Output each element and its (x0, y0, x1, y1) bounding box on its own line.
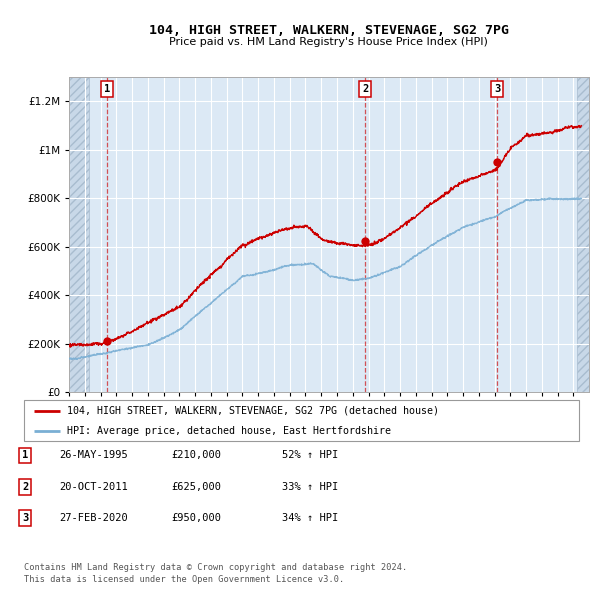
Text: 20-OCT-2011: 20-OCT-2011 (59, 482, 128, 491)
Text: 34% ↑ HPI: 34% ↑ HPI (282, 513, 338, 523)
Text: 33% ↑ HPI: 33% ↑ HPI (282, 482, 338, 491)
Text: 2: 2 (22, 482, 28, 491)
Text: HPI: Average price, detached house, East Hertfordshire: HPI: Average price, detached house, East… (67, 425, 391, 435)
Text: 104, HIGH STREET, WALKERN, STEVENAGE, SG2 7PG: 104, HIGH STREET, WALKERN, STEVENAGE, SG… (149, 24, 509, 37)
Text: 3: 3 (22, 513, 28, 523)
Text: 27-FEB-2020: 27-FEB-2020 (59, 513, 128, 523)
Text: £625,000: £625,000 (171, 482, 221, 491)
Text: 3: 3 (494, 84, 500, 94)
Text: Contains HM Land Registry data © Crown copyright and database right 2024.
This d: Contains HM Land Registry data © Crown c… (24, 563, 407, 584)
Text: 26-MAY-1995: 26-MAY-1995 (59, 451, 128, 460)
Text: 52% ↑ HPI: 52% ↑ HPI (282, 451, 338, 460)
Text: £210,000: £210,000 (171, 451, 221, 460)
FancyBboxPatch shape (24, 400, 579, 441)
Text: 1: 1 (104, 84, 110, 94)
Text: Price paid vs. HM Land Registry's House Price Index (HPI): Price paid vs. HM Land Registry's House … (169, 37, 488, 47)
Text: 1: 1 (22, 451, 28, 460)
Bar (577, 77, 589, 392)
Text: 2: 2 (362, 84, 368, 94)
Text: 104, HIGH STREET, WALKERN, STEVENAGE, SG2 7PG (detached house): 104, HIGH STREET, WALKERN, STEVENAGE, SG… (67, 406, 439, 416)
Text: £950,000: £950,000 (171, 513, 221, 523)
Bar (69, 77, 89, 392)
